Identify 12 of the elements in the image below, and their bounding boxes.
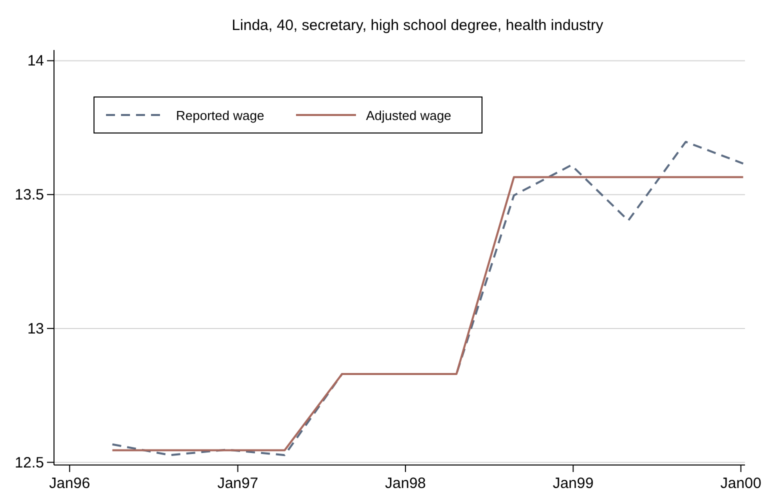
x-tick-label: Jan99 — [552, 475, 594, 492]
x-tick-label: Jan98 — [385, 475, 426, 492]
y-tick-label: 13.5 — [14, 186, 44, 204]
y-tick-label: 13 — [27, 320, 44, 338]
x-tick-label: Jan96 — [49, 475, 90, 492]
chart-title: Linda, 40, secretary, high school degree, health industry — [232, 17, 604, 34]
y-tick-label: 12.5 — [14, 454, 44, 472]
y-tick-label: 14 — [27, 52, 44, 70]
x-tick-label: Jan00 — [720, 475, 762, 492]
legend-label: Reported wage — [176, 108, 264, 123]
x-tick-label: Jan97 — [217, 475, 258, 492]
legend-label: Adjusted wage — [366, 108, 452, 123]
